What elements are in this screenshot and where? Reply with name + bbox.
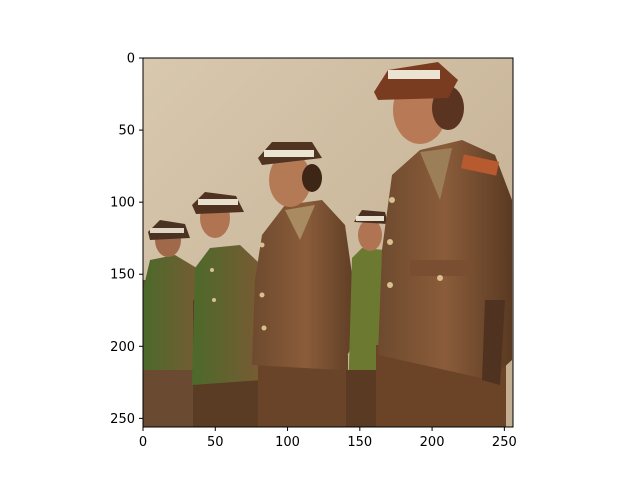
y-tick-label: 0 — [127, 52, 135, 67]
y-tick-label: 250 — [110, 412, 135, 427]
x-tick-label: 200 — [420, 435, 445, 450]
soldier-second — [192, 192, 263, 427]
soldier-foreground — [374, 62, 512, 427]
x-tick-label: 0 — [139, 435, 147, 450]
soldier-center — [252, 142, 360, 427]
x-axis: 0 50 100 150 200 250 — [139, 427, 517, 450]
y-axis: 0 50 100 150 200 250 — [110, 52, 143, 427]
x-tick-label: 100 — [275, 435, 300, 450]
x-tick-label: 50 — [207, 435, 224, 450]
photo — [143, 58, 513, 427]
soldier-background — [346, 210, 390, 427]
y-tick-label: 100 — [110, 196, 135, 211]
y-tick-label: 150 — [110, 268, 135, 283]
x-tick-label: 150 — [347, 435, 372, 450]
y-tick-label: 200 — [110, 340, 135, 355]
y-tick-label: 50 — [118, 124, 135, 139]
x-tick-label: 250 — [492, 435, 517, 450]
plot-frame — [142, 57, 514, 428]
